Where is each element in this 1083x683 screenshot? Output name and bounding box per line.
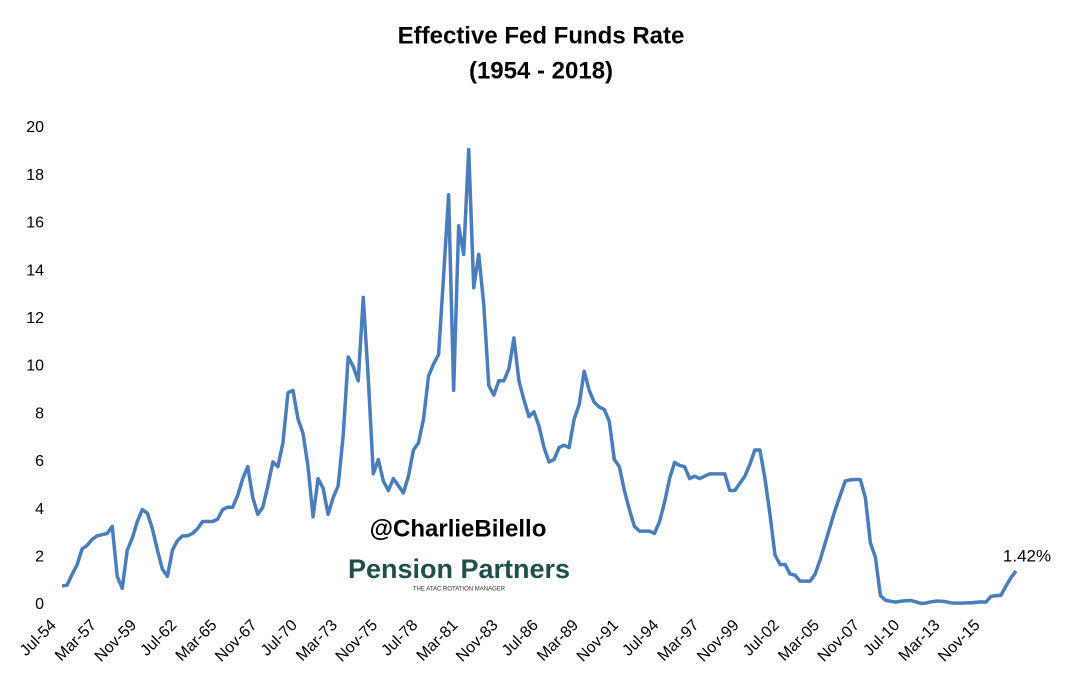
line-series xyxy=(61,147,1018,606)
y-tick-label: 20 xyxy=(26,119,44,136)
logo-tagline: THE ATAC ROTATION MANAGER xyxy=(413,587,506,593)
y-tick-label: 6 xyxy=(35,453,44,470)
annotation: 1.42% xyxy=(1003,546,1051,565)
logo: Pension Partners xyxy=(348,554,570,584)
y-tick-label: 4 xyxy=(35,501,44,518)
chart-title: Effective Fed Funds Rate xyxy=(398,22,685,49)
watermark: @CharlieBilello xyxy=(370,515,547,542)
y-tick-label: 10 xyxy=(26,358,44,375)
chart-subtitle: (1954 - 2018) xyxy=(469,57,613,84)
y-tick-label: 14 xyxy=(26,262,44,279)
y-tick-label: 18 xyxy=(26,167,44,184)
y-tick-label: 16 xyxy=(26,215,44,232)
y-tick-label: 2 xyxy=(35,549,44,566)
y-tick-label: 12 xyxy=(26,310,44,327)
y-tick-label: 0 xyxy=(35,596,44,613)
y-tick-label: 8 xyxy=(35,405,44,422)
